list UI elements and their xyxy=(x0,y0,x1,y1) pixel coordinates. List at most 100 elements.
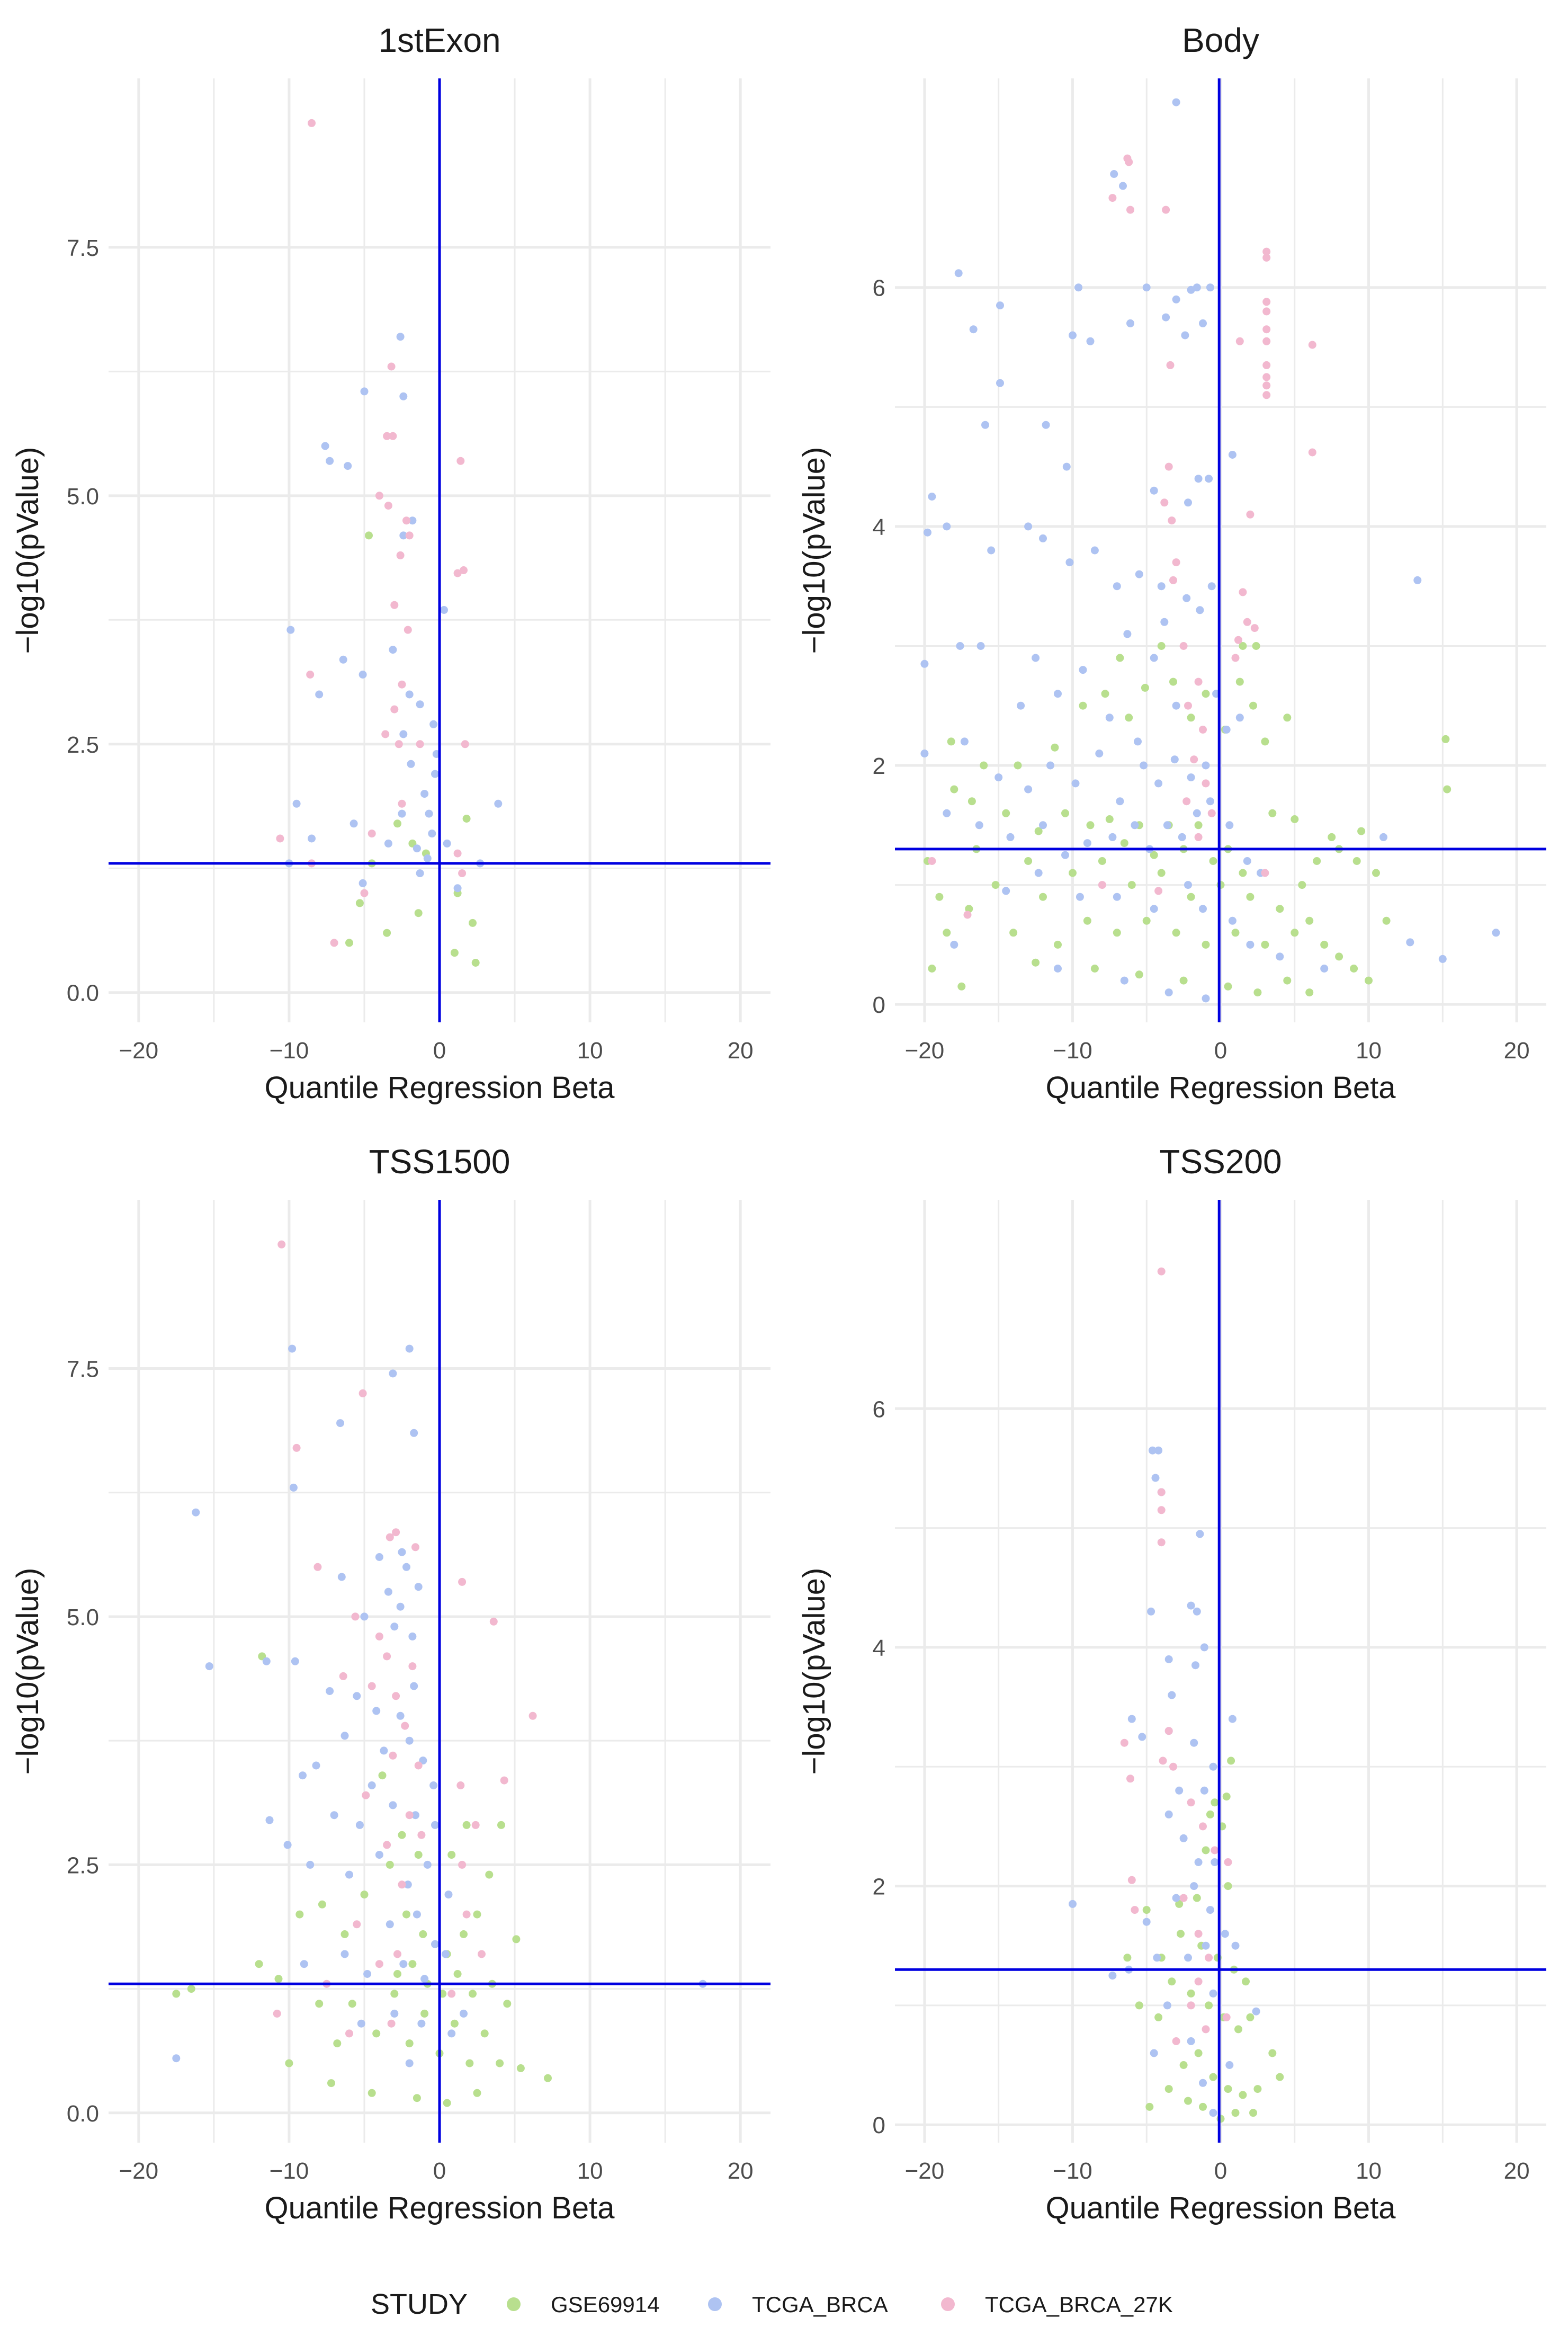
legend-swatch-tcga-brca xyxy=(708,2297,722,2311)
point-tcga-brca-27k xyxy=(330,939,338,947)
point-gse69914 xyxy=(1202,690,1210,698)
point-tcga-brca-27k xyxy=(1308,448,1316,457)
point-gse69914 xyxy=(965,905,973,913)
point-gse69914 xyxy=(386,1860,394,1869)
point-tcga-brca xyxy=(1209,1762,1217,1771)
point-gse69914 xyxy=(471,959,480,967)
point-gse69914 xyxy=(1328,833,1336,841)
x-axis-title: Quantile Regression Beta xyxy=(1046,1071,1396,1105)
x-tick-label: 0 xyxy=(1214,1038,1227,1064)
y-tick-label: 5.0 xyxy=(67,484,99,510)
point-gse69914 xyxy=(345,939,353,947)
point-tcga-brca-27k xyxy=(1168,516,1176,525)
point-tcga-brca xyxy=(1492,929,1500,937)
x-tick-label: 10 xyxy=(1356,1038,1382,1064)
point-gse69914 xyxy=(390,1990,399,1998)
point-gse69914 xyxy=(1246,2013,1255,2021)
point-tcga-brca-27k xyxy=(458,1860,467,1869)
point-gse69914 xyxy=(1014,761,1022,770)
point-tcga-brca-27k xyxy=(1205,1954,1213,1962)
point-tcga-brca xyxy=(288,1344,297,1353)
point-tcga-brca xyxy=(341,1950,349,1958)
point-tcga-brca-27k xyxy=(1164,462,1173,471)
point-gse69914 xyxy=(1194,821,1203,830)
point-gse69914 xyxy=(1127,881,1136,889)
point-tcga-brca xyxy=(987,546,996,555)
point-gse69914 xyxy=(1206,1810,1214,1818)
point-tcga-brca xyxy=(353,1692,361,1700)
point-tcga-brca-27k xyxy=(1166,361,1175,369)
point-tcga-brca-27k xyxy=(368,1682,376,1690)
point-tcga-brca-27k xyxy=(1243,618,1251,626)
legend: STUDY GSE69914 TCGA_BRCA TCGA_BRCA_27K xyxy=(371,2288,1173,2320)
y-tick-label: 7.5 xyxy=(67,235,99,261)
point-gse69914 xyxy=(928,965,936,973)
point-tcga-brca xyxy=(1065,558,1074,567)
panel-tss200: −20 −10 0 10 20 0 2 4 6 TSS200 Quantile Regression… xyxy=(797,1143,1546,2225)
point-tcga-brca xyxy=(398,809,406,818)
point-gse69914 xyxy=(402,1910,410,1919)
point-tcga-brca xyxy=(453,884,462,893)
panel-title: TSS200 xyxy=(1159,1143,1282,1181)
point-tcga-brca xyxy=(1054,690,1062,698)
point-tcga-brca xyxy=(429,720,438,728)
point-tcga-brca-27k xyxy=(453,569,462,577)
point-tcga-brca xyxy=(1148,1446,1157,1455)
point-tcga-brca xyxy=(1222,725,1231,734)
point-gse69914 xyxy=(1224,1882,1232,1891)
y-tick-label: 0 xyxy=(873,992,885,1018)
point-tcga-brca xyxy=(1199,319,1207,327)
point-tcga-brca xyxy=(1039,534,1047,542)
point-gse69914 xyxy=(1224,982,1232,991)
point-tcga-brca xyxy=(920,659,929,668)
point-tcga-brca-27k xyxy=(1182,797,1191,806)
point-tcga-brca xyxy=(1164,1810,1173,1818)
point-gse69914 xyxy=(465,2059,474,2067)
point-tcga-brca-27k xyxy=(417,1831,426,1839)
point-tcga-brca-27k xyxy=(276,834,284,843)
y-tick-label: 2.5 xyxy=(67,732,99,758)
point-tcga-brca-27k xyxy=(1164,1727,1173,1735)
x-axis-title: Quantile Regression Beta xyxy=(1046,2191,1396,2225)
point-tcga-brca xyxy=(950,940,958,949)
point-gse69914 xyxy=(480,2029,489,2038)
point-tcga-brca xyxy=(1071,779,1080,788)
point-tcga-brca xyxy=(405,2059,414,2067)
point-tcga-brca xyxy=(339,655,347,664)
point-tcga-brca xyxy=(1202,761,1210,770)
x-tick-label: 0 xyxy=(1214,2158,1227,2184)
point-tcga-brca xyxy=(408,516,417,525)
point-tcga-brca xyxy=(312,1761,320,1770)
point-gse69914 xyxy=(1123,1954,1132,1962)
point-tcga-brca xyxy=(956,642,964,650)
point-tcga-brca-27k xyxy=(398,799,406,808)
point-tcga-brca-27k xyxy=(1262,361,1271,369)
point-gse69914 xyxy=(1252,642,1260,650)
point-gse69914 xyxy=(1101,690,1109,698)
y-axis-title: −log10(pValue) xyxy=(797,447,831,654)
point-tcga-brca-27k xyxy=(1157,1506,1166,1514)
point-gse69914 xyxy=(327,2079,335,2088)
point-tcga-brca xyxy=(1083,839,1091,848)
point-tcga-brca xyxy=(431,770,439,778)
point-tcga-brca-27k xyxy=(313,1563,322,1571)
point-tcga-brca xyxy=(1193,809,1201,817)
point-gse69914 xyxy=(1239,2091,1247,2099)
point-tcga-brca xyxy=(1024,785,1033,793)
point-gse69914 xyxy=(1164,2085,1173,2093)
point-gse69914 xyxy=(1179,2061,1188,2069)
point-tcga-brca xyxy=(1406,938,1414,947)
point-tcga-brca-27k xyxy=(447,1990,456,1998)
point-tcga-brca xyxy=(1235,714,1244,722)
point-tcga-brca-27k xyxy=(393,1950,401,1958)
point-tcga-brca xyxy=(1142,283,1151,292)
point-gse69914 xyxy=(1083,916,1091,925)
point-gse69914 xyxy=(469,1990,477,1998)
point-tcga-brca xyxy=(350,819,358,828)
point-tcga-brca-27k xyxy=(1172,2037,1180,2045)
point-tcga-brca xyxy=(1184,498,1192,507)
point-tcga-brca xyxy=(1200,1643,1208,1652)
point-gse69914 xyxy=(348,2000,356,2008)
point-tcga-brca xyxy=(330,1811,338,1820)
point-gse69914 xyxy=(1209,857,1217,865)
